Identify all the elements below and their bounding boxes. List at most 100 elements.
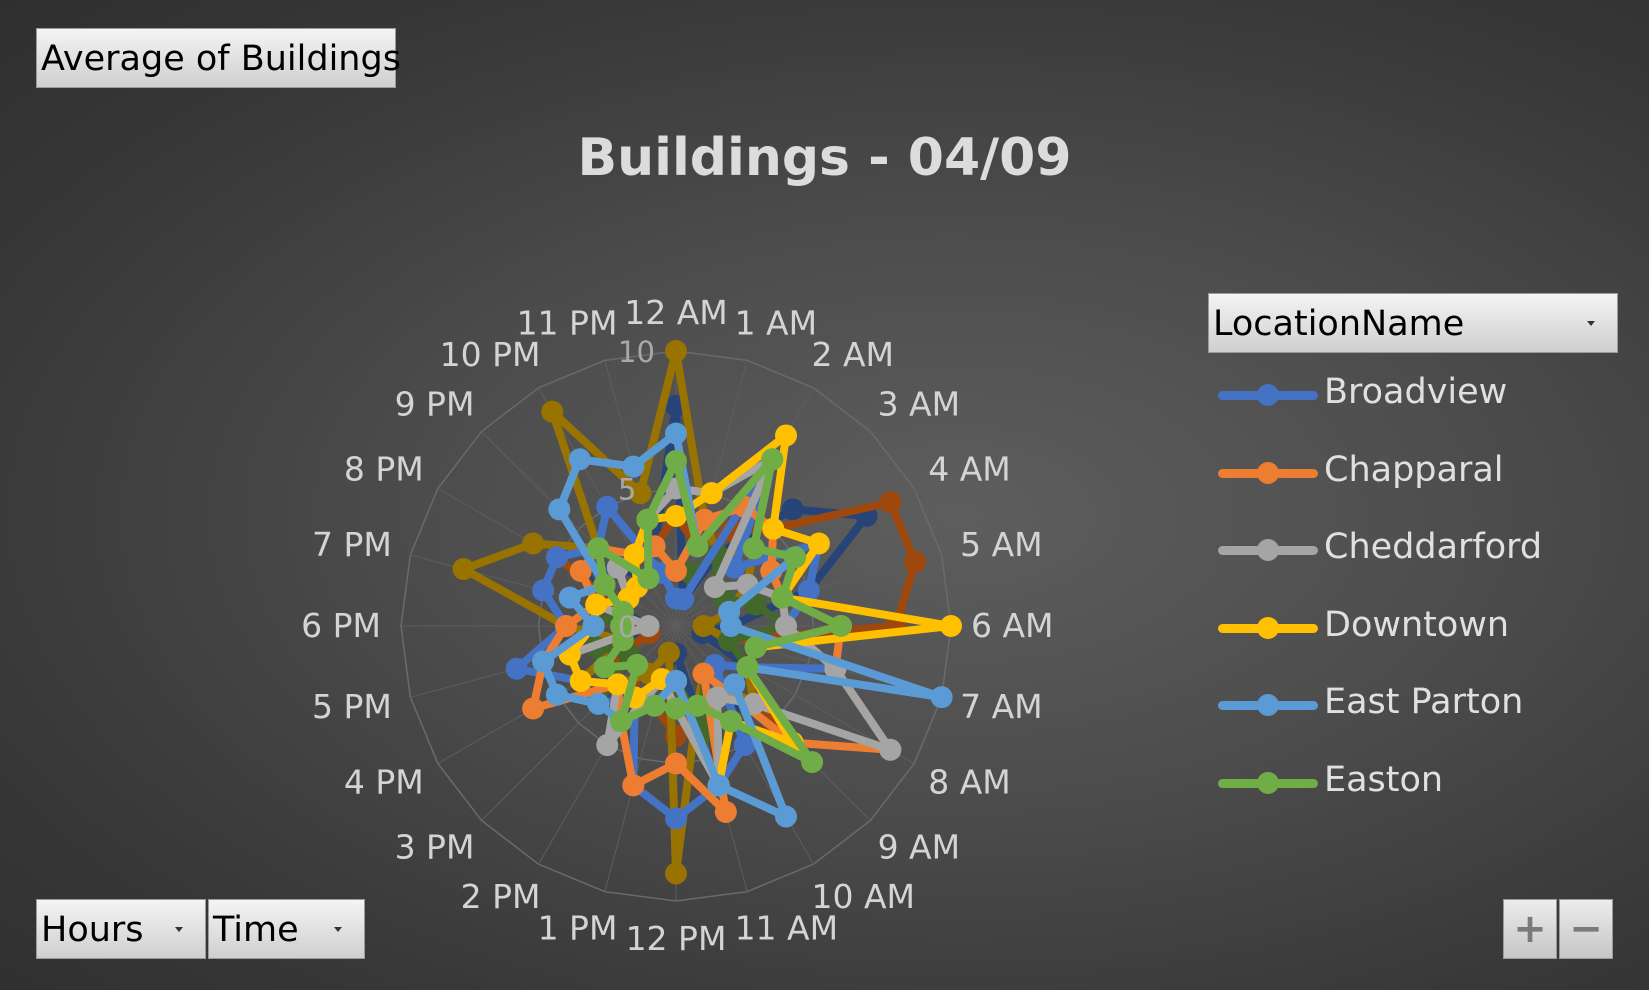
radar-data-point[interactable] [775,615,797,637]
radar-data-point[interactable] [830,615,852,637]
radar-data-point[interactable] [904,550,927,573]
radar-data-point[interactable] [761,448,784,471]
radar-data-point[interactable] [742,537,765,560]
radar-data-point[interactable] [879,491,902,514]
category-tick-label: 11 PM [517,304,618,343]
radar-data-point[interactable] [582,615,605,637]
radar-data-point[interactable] [522,697,545,720]
radar-data-point[interactable] [637,567,660,590]
radar-data-point[interactable] [693,508,716,531]
radar-data-point[interactable] [568,448,591,471]
radar-data-point[interactable] [665,340,687,362]
radar-data-point[interactable] [452,558,475,581]
hours-field-label: Hours [41,910,144,950]
radar-data-point[interactable] [596,734,619,757]
radar-data-point[interactable] [622,455,645,478]
radar-data-point[interactable] [643,694,666,717]
radar-data-point[interactable] [665,807,687,830]
category-tick-label: 1 PM [538,908,618,947]
radar-data-point[interactable] [611,600,634,623]
category-tick-label: 7 PM [312,525,392,564]
zoom-out-button[interactable]: − [1559,899,1613,959]
radar-data-point[interactable] [606,673,629,696]
radar-data-point[interactable] [596,495,619,518]
radar-data-point[interactable] [703,576,726,599]
radar-data-point[interactable] [807,532,830,555]
radar-data-point[interactable] [665,862,687,885]
legend-swatch-marker [1257,694,1279,716]
radar-data-point[interactable] [522,532,545,555]
radar-data-point[interactable] [587,537,610,560]
radar-data-point[interactable] [736,656,759,679]
category-tick-label: 3 AM [878,385,961,424]
category-tick-label: 8 AM [928,763,1011,802]
radar-series-easton[interactable] [587,448,852,774]
radar-data-point[interactable] [622,774,645,797]
time-field-button[interactable]: Time [208,899,365,959]
radar-data-point[interactable] [665,697,687,720]
radar-data-point[interactable] [587,692,610,715]
radar-data-point[interactable] [665,752,687,775]
radar-data-point[interactable] [548,498,571,521]
radar-data-point[interactable] [555,615,577,637]
radar-data-point[interactable] [930,686,953,709]
radar-data-point[interactable] [545,546,568,569]
radar-data-point[interactable] [665,505,687,527]
radar-data-point[interactable] [692,615,715,637]
radar-data-point[interactable] [626,653,649,676]
legend-field-button[interactable]: LocationName [1208,293,1618,353]
radar-data-point[interactable] [569,670,592,692]
radar-data-point[interactable] [692,662,715,685]
radar-data-point[interactable] [762,517,785,540]
radar-data-point[interactable] [569,560,592,582]
radar-data-point[interactable] [714,800,737,823]
radar-data-point[interactable] [801,751,824,774]
radar-data-point[interactable] [665,560,687,582]
radar-series-group[interactable] [452,340,962,885]
category-tick-label: 2 PM [461,877,541,916]
radar-data-point[interactable] [775,805,797,828]
radar-data-point[interactable] [781,498,804,521]
radar-data-point[interactable] [686,535,709,558]
radar-data-point[interactable] [720,710,742,733]
radar-data-point[interactable] [771,586,794,609]
values-field-button[interactable]: Average of Buildings [36,28,401,88]
radar-data-point[interactable] [940,615,962,637]
radar-data-point[interactable] [541,400,564,423]
radar-data-point[interactable] [610,710,632,733]
radar-data-point[interactable] [672,588,695,611]
radar-data-point[interactable] [629,482,652,505]
radar-data-point[interactable] [744,636,767,659]
radar-data-point[interactable] [636,508,659,531]
radar-data-point[interactable] [665,450,687,472]
radar-data-point[interactable] [775,424,797,447]
hours-field-button[interactable]: Hours [36,899,206,959]
radar-data-point[interactable] [532,579,555,602]
radar-data-point[interactable] [686,694,709,717]
radar-data-point[interactable] [637,615,660,637]
radar-data-point[interactable] [700,482,723,505]
radar-data-point[interactable] [706,686,729,709]
radar-data-point[interactable] [797,579,820,602]
radar-data-point[interactable] [720,615,742,637]
radar-data-point[interactable] [623,543,646,566]
radar-data-point[interactable] [665,422,687,445]
radar-data-point[interactable] [657,641,680,664]
legend-swatch-marker [1257,539,1279,561]
radar-data-point[interactable] [505,657,528,680]
category-tick-label: 5 PM [312,687,392,726]
radar-data-point[interactable] [784,546,807,569]
radar-data-point[interactable] [593,656,616,679]
radar-data-point[interactable] [879,738,902,761]
radar-data-point[interactable] [558,586,581,609]
radial-tick-label: 0 [618,610,636,644]
radar-data-point[interactable] [593,573,616,596]
radar-data-point[interactable] [665,670,687,692]
zoom-in-button[interactable]: + [1503,899,1557,959]
radar-data-point[interactable] [585,593,608,616]
radar-data-point[interactable] [532,650,555,673]
radar-data-point[interactable] [707,774,730,797]
radar-data-point[interactable] [545,683,568,706]
radar-data-point[interactable] [723,673,746,696]
radar-data-point[interactable] [733,734,756,757]
